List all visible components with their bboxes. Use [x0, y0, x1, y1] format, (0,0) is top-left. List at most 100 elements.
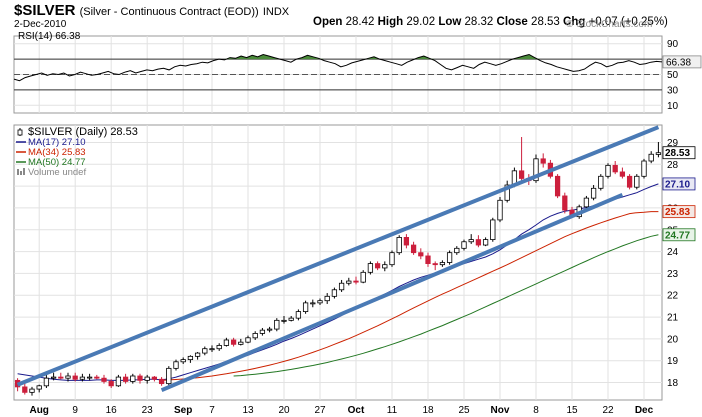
high-value: 29.02: [406, 16, 436, 28]
candle-body: [360, 271, 366, 283]
candle-body: [144, 376, 150, 381]
candle-body: [209, 348, 215, 351]
legend-volume-bar: [20, 171, 22, 175]
price-value-badge-label: 27.10: [665, 179, 690, 190]
candle-body: [50, 376, 57, 379]
candle-body: [396, 237, 402, 254]
candle-body: [137, 375, 143, 381]
candle-body: [36, 385, 42, 390]
x-tick-label: 27: [314, 405, 326, 416]
candle-body: [454, 247, 460, 254]
candle-body: [194, 352, 201, 357]
copyright: © StockCharts.com: [566, 19, 653, 30]
candle-body: [72, 375, 78, 380]
x-tick-label: Aug: [29, 405, 48, 416]
price-y-tick-label: 22: [667, 291, 679, 302]
candle-body: [302, 302, 309, 313]
chg-value: +0.07 (+0.25%): [588, 16, 668, 28]
price-value-badge: [662, 177, 696, 191]
candle-body: [554, 175, 561, 197]
candle-body: [619, 171, 626, 177]
x-tick-label: Nov: [491, 405, 510, 416]
exchange: INDX: [262, 6, 290, 18]
candle-body: [346, 280, 352, 284]
candle-body: [590, 187, 597, 199]
price-value-badge-label: 28.53: [665, 148, 690, 159]
rsi-y-tick-label: 90: [667, 39, 679, 50]
candle-body: [115, 376, 122, 387]
candle-body: [43, 377, 50, 387]
legend-entry: MA(50) 24.77: [28, 157, 86, 168]
price-y-tick-label: 20: [667, 334, 679, 345]
candle-body: [29, 388, 35, 393]
candle-body: [382, 264, 388, 269]
ohlc-summary: Open 28.42 High 29.02 Low 28.32 Close 28…: [313, 16, 668, 28]
x-tick-label: 15: [566, 405, 578, 416]
legend-entry: Volume undef: [28, 167, 86, 178]
x-tick-label: 23: [142, 405, 154, 416]
rsi-y-tick-label: 50: [667, 70, 679, 81]
price-value-badge: [662, 205, 696, 219]
candle-body: [518, 170, 525, 179]
price-y-tick-label: 29: [667, 138, 679, 149]
x-tick-label: Sep: [174, 405, 192, 416]
candle-body: [259, 329, 266, 334]
candle-body: [655, 152, 662, 155]
candle-body: [482, 239, 489, 246]
low-value: 28.32: [464, 16, 494, 28]
candle-body: [79, 376, 86, 380]
symbol: $SILVER: [14, 2, 76, 19]
legend-volume-bar: [23, 168, 25, 175]
high-label: High: [377, 16, 404, 28]
chart-date: 2-Dec-2010: [14, 19, 67, 30]
price-value-badge-label: 25.83: [665, 207, 690, 218]
candle-body: [410, 244, 417, 254]
candle-body: [605, 164, 611, 177]
legend-entry: MA(17) 27.10: [28, 137, 86, 148]
candle-body: [94, 376, 100, 379]
channel-trendline-upper: [16, 125, 660, 387]
candle-body: [22, 386, 28, 393]
x-tick-label: Oct: [348, 405, 365, 416]
candle-body: [58, 376, 64, 379]
candle-body: [583, 197, 590, 208]
ma-line-34: [161, 211, 659, 381]
candle-body: [274, 319, 280, 330]
candle-body: [65, 375, 71, 379]
x-tick-label: 8: [533, 405, 539, 416]
candle-body: [432, 263, 438, 266]
candle-body: [418, 252, 424, 257]
candle-body: [173, 361, 179, 369]
x-tick-label: 18: [422, 405, 434, 416]
x-tick-label: 11: [387, 405, 398, 416]
candle-body: [641, 160, 647, 177]
candle-body: [252, 333, 258, 339]
rsi-y-tick-label: 30: [667, 85, 679, 96]
candle-body: [158, 378, 165, 385]
candle-body: [425, 255, 431, 264]
rsi-label: RSI(14) 66.38: [18, 31, 81, 42]
candle-body: [389, 252, 395, 266]
price-y-tick-label: 24: [667, 247, 679, 258]
ma-line-50: [233, 234, 659, 377]
price-y-tick-label: 28: [667, 160, 679, 171]
candle-body: [101, 377, 107, 382]
x-tick-label: 13: [242, 405, 254, 416]
candle-body: [245, 337, 251, 343]
open-value: 28.42: [345, 16, 375, 28]
candle-body: [439, 262, 446, 266]
price-value-badge: [662, 228, 696, 242]
chg-label: Chg: [563, 16, 586, 28]
candle-body: [490, 219, 496, 240]
candle-body: [612, 164, 618, 173]
candle-body: [562, 195, 568, 211]
x-tick-label: 25: [458, 405, 470, 416]
close-label: Close: [496, 16, 528, 28]
candle-body: [288, 317, 294, 321]
candle-body: [266, 328, 273, 331]
price-y-tick-label: 21: [667, 313, 679, 324]
candle-body: [374, 263, 381, 269]
x-tick-label: 16: [106, 405, 118, 416]
candle-body: [497, 199, 503, 221]
